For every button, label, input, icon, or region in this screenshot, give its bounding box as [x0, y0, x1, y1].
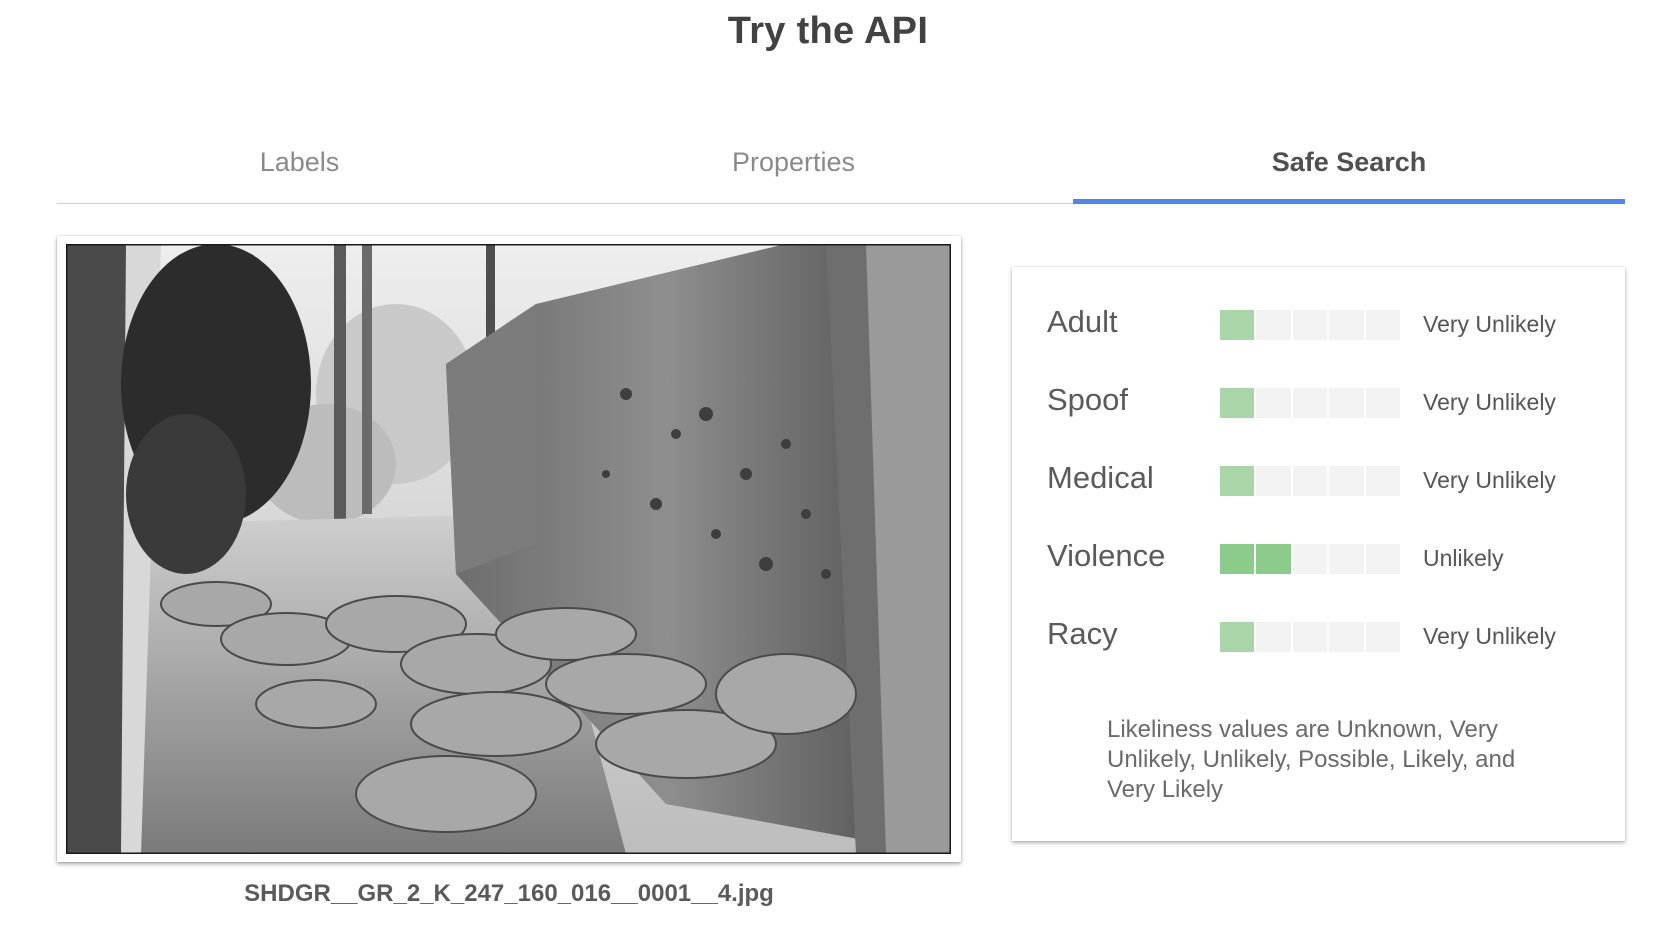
bar-segment-empty — [1256, 388, 1291, 418]
category-label: Medical — [1047, 460, 1154, 495]
bar-segment-filled — [1220, 544, 1255, 574]
likelihood-bar — [1220, 466, 1401, 496]
bar-segment-empty — [1256, 310, 1291, 340]
bar-segment-empty — [1292, 310, 1328, 340]
active-tab-indicator — [1073, 199, 1625, 204]
tab-labels[interactable]: Labels — [259, 146, 340, 177]
image-filename: SHDGR__GR_2_K_247_160_016__0001__4.jpg — [244, 880, 774, 907]
page-title: Try the API — [727, 10, 929, 52]
bar-segment-empty — [1292, 622, 1328, 652]
uploaded-image-card — [57, 236, 961, 862]
safe-search-row: Racy Very Unlikely — [1047, 606, 1607, 666]
likeliness-note: Likeliness values are Unknown, Very Unli… — [1107, 716, 1516, 803]
bar-segment-empty — [1292, 544, 1328, 574]
bar-segment-filled — [1220, 388, 1255, 418]
photo-illustration — [66, 244, 951, 854]
bar-segment-empty — [1329, 622, 1364, 652]
bar-segment-empty — [1329, 388, 1364, 418]
likelihood-value: Unlikely — [1423, 545, 1504, 571]
category-label: Adult — [1047, 304, 1118, 339]
likelihood-value: Very Unlikely — [1423, 389, 1556, 415]
bar-segment-empty — [1329, 466, 1364, 496]
bar-segment-filled — [1220, 466, 1255, 496]
likelihood-bar — [1220, 388, 1401, 418]
likelihood-value: Very Unlikely — [1423, 623, 1556, 649]
uploaded-photo[interactable] — [66, 244, 951, 854]
safe-search-results-card: Adult Very Unlikely Spoof Very Unlikely … — [1012, 267, 1625, 841]
bar-segment-empty — [1365, 544, 1401, 574]
tab-properties[interactable]: Properties — [731, 146, 856, 177]
safe-search-row: Violence Unlikely — [1047, 528, 1607, 588]
likelihood-bar — [1220, 544, 1401, 574]
safe-search-row: Adult Very Unlikely — [1047, 294, 1607, 354]
bar-segment-empty — [1256, 466, 1291, 496]
bar-segment-empty — [1365, 466, 1401, 496]
bar-segment-empty — [1365, 388, 1401, 418]
bar-segment-empty — [1292, 466, 1328, 496]
bar-segment-filled — [1220, 310, 1255, 340]
bar-segment-empty — [1292, 388, 1328, 418]
safe-search-row: Medical Very Unlikely — [1047, 450, 1607, 510]
likelihood-bar — [1220, 310, 1401, 340]
category-label: Spoof — [1047, 382, 1129, 417]
likelihood-value: Very Unlikely — [1423, 467, 1556, 493]
tab-divider — [57, 203, 1625, 204]
category-label: Violence — [1047, 538, 1166, 573]
category-label: Racy — [1047, 616, 1118, 651]
bar-segment-empty — [1365, 622, 1401, 652]
bar-segment-filled — [1220, 622, 1255, 652]
tab-safe-search[interactable]: Safe Search — [1271, 146, 1427, 177]
bar-segment-filled — [1256, 544, 1291, 574]
likelihood-value: Very Unlikely — [1423, 311, 1556, 337]
bar-segment-empty — [1329, 544, 1364, 574]
tab-bar: Labels Properties Safe Search — [57, 120, 1625, 204]
bar-segment-empty — [1329, 310, 1364, 340]
safe-search-row: Spoof Very Unlikely — [1047, 372, 1607, 432]
likelihood-bar — [1220, 622, 1401, 652]
bar-segment-empty — [1256, 622, 1291, 652]
bar-segment-empty — [1365, 310, 1401, 340]
